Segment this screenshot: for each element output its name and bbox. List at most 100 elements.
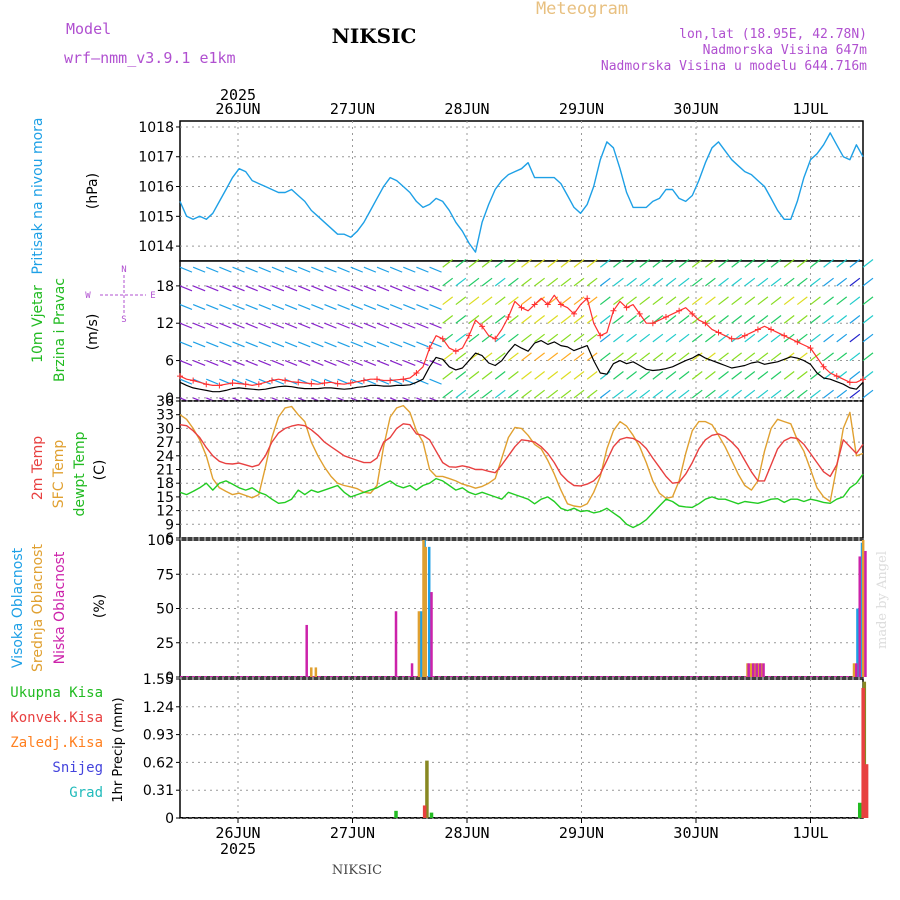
gust-marker: [689, 310, 696, 317]
wind-barb: [705, 259, 716, 268]
wind-barb: [705, 315, 716, 324]
wind-barb: [284, 360, 298, 367]
footer-credit: made by Angel: [875, 551, 890, 649]
wind-barb: [560, 352, 572, 362]
wind-barb: [455, 352, 467, 362]
top-date-label: 30JUN: [673, 100, 718, 118]
gust-marker: [584, 295, 591, 302]
wind-barb: [718, 371, 729, 380]
wind-barb: [718, 333, 729, 343]
gust-marker: [216, 382, 223, 389]
wind-barb: [862, 277, 874, 287]
y-tick-label: 0: [165, 811, 174, 827]
wind-barb: [429, 378, 442, 385]
bottom-date-axis: 26JUN 27JUN 28JUN 29JUN 30JUN 1JUL: [215, 818, 829, 842]
wind-barb: [757, 296, 769, 306]
bottom-date-label: 26JUN: [215, 824, 260, 842]
model-name: wrf–nmm_v3.9.1 e1km: [64, 49, 236, 67]
gust-marker: [479, 323, 486, 330]
y-tick-label: 0: [165, 670, 174, 686]
gust-marker: [321, 379, 328, 386]
wind-barb: [560, 333, 572, 343]
wind-barb: [705, 296, 716, 306]
wind-barb: [442, 352, 454, 362]
wind-barb: [245, 304, 258, 311]
wind-barb: [363, 304, 377, 311]
bottom-date-label: 27JUN: [330, 824, 375, 842]
wind-barb: [324, 304, 337, 311]
compass-north: N: [121, 265, 126, 275]
wind-barb: [507, 296, 519, 306]
y-tick-label: 9: [165, 517, 174, 533]
gust-marker: [295, 379, 302, 386]
wind-barb: [442, 277, 454, 287]
wind-barb: [652, 352, 664, 362]
wind-barb: [481, 315, 493, 324]
wind-barb: [258, 285, 272, 292]
wind-barb: [284, 341, 298, 348]
gust-marker: [347, 379, 354, 386]
wind-barb: [192, 360, 206, 367]
wind-barb: [823, 315, 834, 324]
wind-barb: [481, 277, 493, 287]
wind-barb: [613, 352, 624, 362]
wind-barb: [337, 341, 350, 348]
wind-barb: [416, 322, 429, 329]
mid-cloud-axis-label: Srednja Oblacnost: [30, 544, 46, 672]
wind-barb: [206, 285, 219, 292]
precip-bar: [857, 802, 862, 818]
wind-barb: [363, 322, 377, 329]
wind-barb: [271, 285, 285, 292]
wind-barb: [403, 341, 416, 348]
wind-barb: [639, 259, 651, 268]
wind-barb: [652, 259, 664, 268]
gust-marker: [597, 332, 604, 339]
wind-barb: [810, 296, 821, 306]
wind-barb: [232, 378, 245, 385]
wind-barb: [245, 322, 258, 329]
wind-barb: [363, 266, 377, 273]
wind-barb: [192, 304, 206, 311]
wind-barb: [494, 352, 506, 362]
gust-marker: [282, 377, 289, 384]
wind-barb: [389, 266, 403, 273]
wind-barb: [271, 266, 285, 273]
footer-station: NIKSIC: [332, 863, 382, 878]
gust-marker: [715, 329, 722, 336]
wind-barb: [468, 333, 480, 343]
wind-barb: [718, 352, 729, 362]
wind-barb: [179, 304, 193, 311]
wind-barb: [245, 266, 258, 273]
y-tick-label: 0: [165, 391, 174, 407]
wind-barb: [547, 352, 559, 362]
wind-barb: [416, 285, 429, 292]
wind-barb: [494, 296, 506, 306]
wind-barb: [494, 259, 506, 268]
wind-barb: [770, 315, 782, 324]
wind-barb: [481, 333, 493, 343]
wind-barb: [206, 304, 219, 311]
wind-barb: [297, 360, 311, 367]
wind-barb: [350, 322, 363, 329]
wind-barb: [429, 360, 442, 367]
wind-barb: [731, 315, 743, 324]
wind-barb: [284, 266, 298, 273]
wind-barb: [639, 296, 651, 306]
wind-barb: [468, 277, 480, 287]
top-date-label: 29JUN: [559, 100, 604, 118]
wind-barb: [731, 352, 743, 362]
y-tick-label: 0.93: [143, 728, 174, 744]
wind-barb: [613, 277, 624, 287]
bottom-year-label: 2025: [220, 840, 256, 858]
gust-marker: [649, 320, 656, 327]
wind-barb: [337, 360, 350, 367]
wind-barb: [494, 389, 506, 399]
wind-barb: [586, 277, 598, 287]
y-tick-label: 12: [156, 504, 174, 520]
wind-barb: [311, 360, 324, 367]
wind-barb: [586, 389, 598, 399]
cloud-bar: [314, 667, 318, 677]
gust-marker: [781, 332, 788, 339]
high-cloud-axis-label: Visoka Oblacnost: [10, 547, 26, 668]
cloud-bar: [856, 608, 859, 677]
